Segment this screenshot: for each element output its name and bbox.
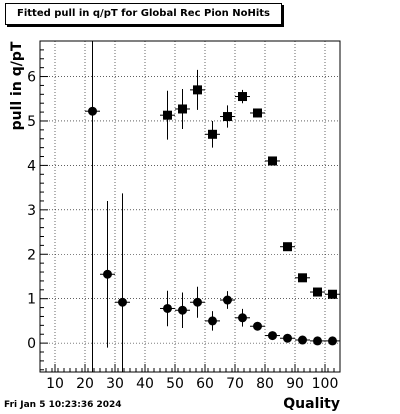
timestamp: Fri Jan 5 10:23:36 2024 — [4, 400, 122, 410]
data-point-circle — [178, 305, 187, 315]
x-tick-label: 50 — [166, 376, 184, 392]
data-point-square — [193, 85, 202, 95]
data-point-square — [313, 287, 322, 297]
y-tick-label: 4 — [27, 158, 36, 174]
data-point-circle — [238, 313, 247, 323]
data-point-circle — [193, 297, 202, 307]
grid-lines — [40, 41, 340, 372]
data-point-square — [328, 289, 337, 299]
data-point-square — [253, 108, 262, 118]
series-square — [160, 69, 340, 299]
y-tick-label: 6 — [27, 70, 36, 86]
y-tick-label: 5 — [27, 114, 36, 130]
x-tick-label: 100 — [312, 376, 339, 392]
data-point-circle — [328, 336, 337, 346]
x-tick-label: 80 — [256, 376, 274, 392]
data-point-square — [298, 273, 307, 283]
data-point-square — [283, 242, 292, 252]
axes: 10 20 30 40 50 60 70 80 90 100 0 1 2 3 4 5 6 — [27, 40, 341, 392]
data-point-square — [268, 156, 277, 166]
y-tick-label: 1 — [27, 292, 36, 308]
x-tick-label: 40 — [136, 376, 154, 392]
x-tick-label: 70 — [226, 376, 244, 392]
chart-title-box: Fitted pull in q/pT for Global Rec Pion … — [5, 3, 282, 25]
chart-title: Fitted pull in q/pT for Global Rec Pion … — [17, 8, 270, 19]
data-point-circle — [103, 269, 112, 279]
data-point-square — [223, 112, 232, 122]
data-point-circle — [298, 335, 307, 345]
data-point-circle — [313, 336, 322, 346]
data-point-square — [163, 110, 172, 120]
y-tick-label: 0 — [27, 336, 36, 352]
data-point-circle — [88, 106, 97, 116]
x-tick-label: 30 — [106, 376, 124, 392]
data-marks — [85, 41, 340, 372]
y-axis-label: pull in q/pT — [9, 41, 25, 131]
y-tick-label: 2 — [27, 247, 36, 263]
data-point-circle — [268, 331, 277, 341]
x-axis-label: Quality — [283, 396, 340, 412]
data-point-circle — [283, 333, 292, 343]
x-tick-label: 90 — [286, 376, 304, 392]
data-point-square — [208, 129, 217, 139]
data-point-circle — [118, 297, 127, 307]
y-tick-label: 3 — [27, 203, 36, 219]
x-tick-label: 20 — [76, 376, 94, 392]
x-tick-label: 60 — [196, 376, 214, 392]
data-point-circle — [208, 316, 217, 326]
data-point-circle — [223, 295, 232, 305]
series-circle — [85, 41, 340, 372]
x-tick-label: 10 — [46, 376, 64, 392]
data-point-circle — [163, 303, 172, 313]
data-point-circle — [253, 321, 262, 331]
data-point-square — [178, 104, 187, 114]
data-point-square — [238, 92, 247, 102]
